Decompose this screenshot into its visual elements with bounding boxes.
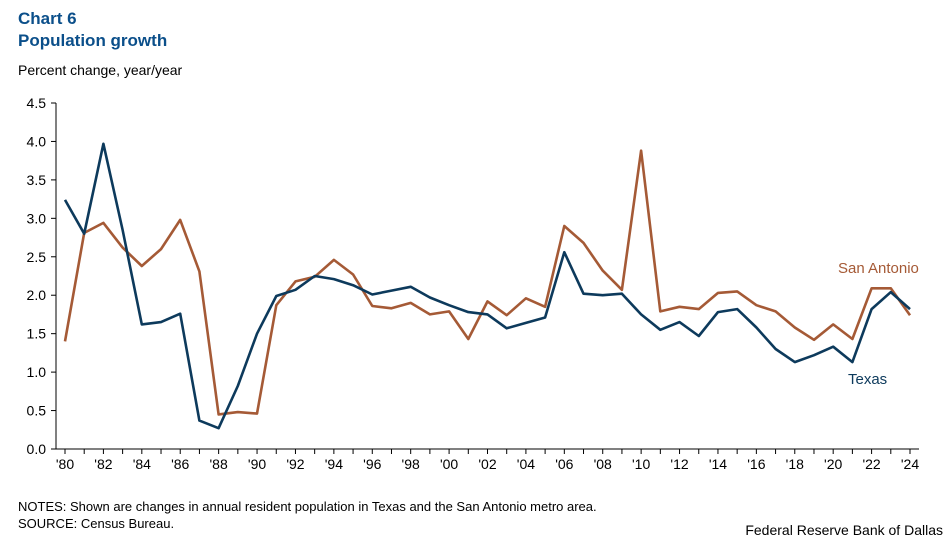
y-axis-label: Percent change, year/year [18,62,183,78]
x-tick-label: '14 [709,456,727,472]
x-tick-label: '10 [632,456,650,472]
y-tick-label: 3.5 [27,172,47,188]
y-tick-label: 1.5 [27,326,47,342]
y-tick-label: 1.0 [27,364,47,380]
series-label-texas: Texas [848,371,887,388]
x-tick-label: '20 [824,456,842,472]
series-label-san-antonio: San Antonio [838,260,919,277]
x-tick-label: '84 [133,456,151,472]
x-tick-label: '04 [517,456,535,472]
notes-text: NOTES: Shown are changes in annual resid… [18,499,597,514]
x-tick-label: '00 [440,456,458,472]
y-tick-label: 2.0 [27,287,47,303]
x-tick-label: '92 [286,456,304,472]
series-line-texas [63,142,911,430]
x-tick-label: '90 [248,456,266,472]
series-line-san-antonio [63,149,912,416]
x-tick-label: '22 [862,456,880,472]
x-tick-label: '96 [363,456,381,472]
y-tick-label: 3.0 [27,210,47,226]
chart-title: Population growth [18,31,168,50]
x-tick-label: '24 [901,456,919,472]
x-tick-label: '18 [786,456,804,472]
y-tick-label: 0.0 [27,441,47,457]
x-tick-label: '02 [478,456,496,472]
chart-axes: 0.0 0.5 1.0 1.5 2.0 2.5 3.0 3.5 4.0 4.5 '80 '82 '84 '… [27,95,920,472]
title-block: Chart 6 Population growth [18,8,167,52]
y-tick-label: 2.5 [27,249,47,265]
x-tick-label: '94 [325,456,343,472]
x-tick-label: '06 [555,456,573,472]
x-tick-label: '08 [594,456,612,472]
x-tick-label: '12 [670,456,688,472]
x-tick-label: '88 [210,456,228,472]
y-tick-label: 4.0 [27,133,47,149]
x-tick-label: '16 [747,456,765,472]
y-tick-label: 0.5 [27,403,47,419]
x-tick-label: '86 [171,456,189,472]
x-tick-label: '98 [402,456,420,472]
x-tick-label: '82 [94,456,112,472]
y-tick-label: 4.5 [27,95,47,111]
x-tick-label: '80 [56,456,74,472]
credit-text: Federal Reserve Bank of Dallas [745,522,943,538]
chart-number: Chart 6 [18,9,77,28]
notes-block: NOTES: Shown are changes in annual resid… [18,498,597,532]
chart-series [63,142,912,430]
source-text: SOURCE: Census Bureau. [18,516,175,531]
